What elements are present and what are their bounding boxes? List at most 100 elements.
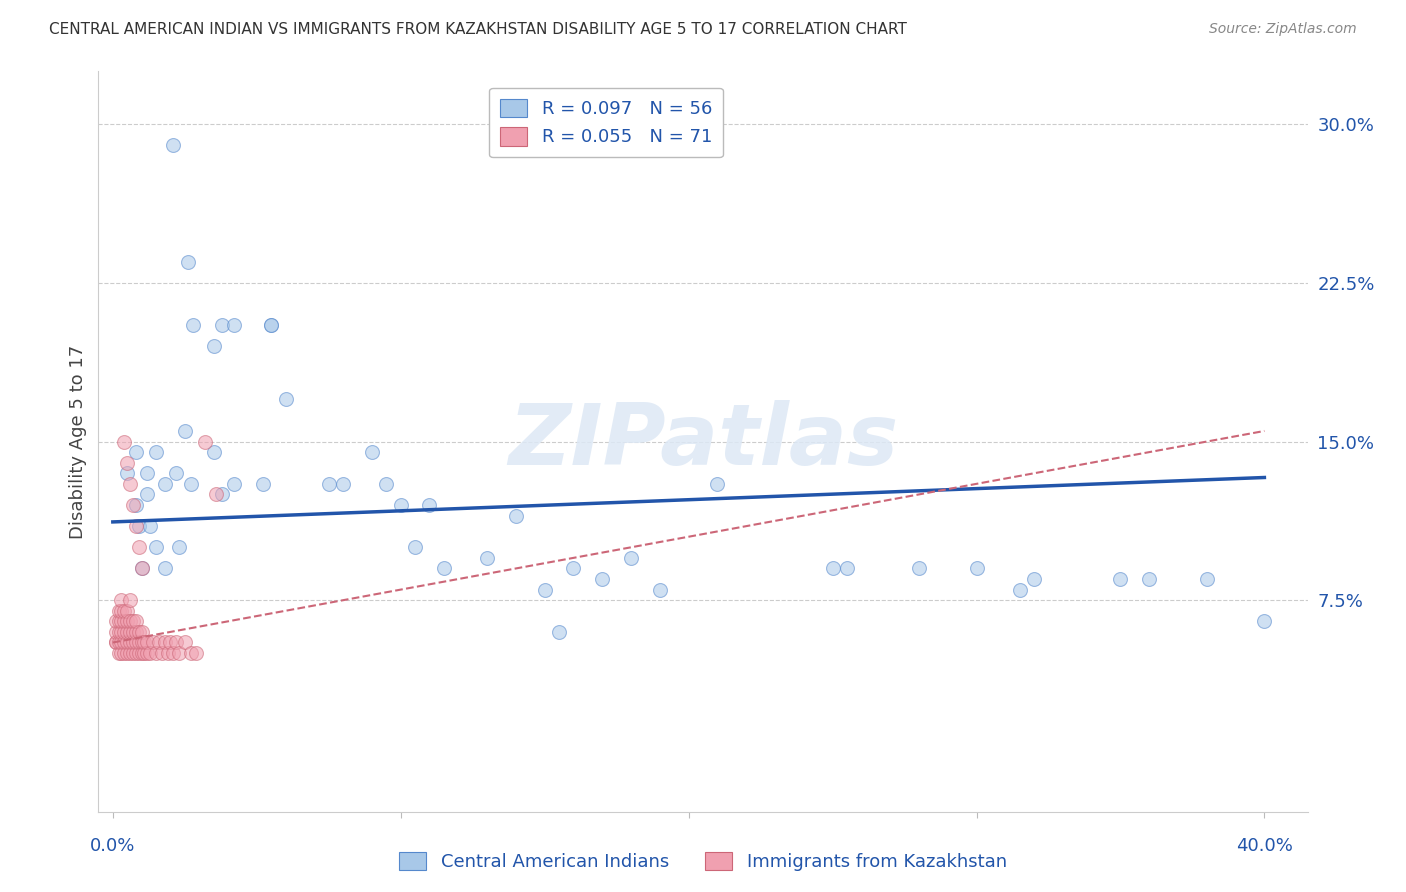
Point <box>136 635 159 649</box>
Point <box>125 615 148 629</box>
Point <box>1195 572 1218 586</box>
Point <box>125 646 148 660</box>
Point <box>128 646 150 660</box>
Point <box>122 498 145 512</box>
Text: CENTRAL AMERICAN INDIAN VS IMMIGRANTS FROM KAZAKHSTAN DISABILITY AGE 5 TO 17 COR: CENTRAL AMERICAN INDIAN VS IMMIGRANTS FR… <box>49 22 907 37</box>
Point <box>125 445 148 459</box>
Point <box>211 487 233 501</box>
Point <box>562 561 585 575</box>
Point <box>162 138 184 153</box>
Point <box>1022 572 1045 586</box>
Point <box>107 646 129 660</box>
Point <box>122 624 145 639</box>
Point <box>107 604 129 618</box>
Point <box>591 572 613 586</box>
Point <box>183 318 205 333</box>
Point <box>107 624 129 639</box>
Point <box>112 604 135 618</box>
Point <box>120 615 142 629</box>
Point <box>153 561 176 575</box>
Point <box>548 624 571 639</box>
Point <box>176 254 198 268</box>
Point <box>136 487 159 501</box>
Y-axis label: Disability Age 5 to 17: Disability Age 5 to 17 <box>69 344 87 539</box>
Point <box>211 318 233 333</box>
Point <box>274 392 297 407</box>
Point <box>180 646 202 660</box>
Point <box>148 635 170 649</box>
Point <box>110 635 132 649</box>
Point <box>104 624 127 639</box>
Point <box>252 476 274 491</box>
Point <box>202 445 225 459</box>
Point <box>1109 572 1132 586</box>
Point <box>180 476 202 491</box>
Point <box>648 582 671 597</box>
Point <box>110 604 132 618</box>
Point <box>128 624 150 639</box>
Point <box>131 646 153 660</box>
Point <box>173 424 195 438</box>
Point <box>128 635 150 649</box>
Text: Source: ZipAtlas.com: Source: ZipAtlas.com <box>1209 22 1357 37</box>
Point <box>136 646 159 660</box>
Point <box>706 476 728 491</box>
Point <box>966 561 988 575</box>
Point <box>222 318 245 333</box>
Point <box>162 646 184 660</box>
Point <box>120 646 142 660</box>
Point <box>128 519 150 533</box>
Point <box>173 635 195 649</box>
Point <box>115 635 138 649</box>
Point <box>475 550 498 565</box>
Point <box>620 550 643 565</box>
Point <box>533 582 555 597</box>
Point <box>1253 615 1275 629</box>
Point <box>139 646 162 660</box>
Point <box>908 561 931 575</box>
Point <box>115 615 138 629</box>
Point <box>418 498 440 512</box>
Point <box>260 318 283 333</box>
Point <box>375 476 398 491</box>
Point <box>260 318 283 333</box>
Point <box>112 434 135 449</box>
Point <box>122 646 145 660</box>
Point <box>131 635 153 649</box>
Point <box>125 624 148 639</box>
Point <box>145 541 167 555</box>
Point <box>104 615 127 629</box>
Point <box>205 487 228 501</box>
Point <box>107 635 129 649</box>
Point <box>361 445 384 459</box>
Point <box>115 456 138 470</box>
Point <box>107 615 129 629</box>
Point <box>165 635 187 649</box>
Point <box>433 561 456 575</box>
Point <box>110 615 132 629</box>
Point <box>128 541 150 555</box>
Legend: R = 0.097   N = 56, R = 0.055   N = 71: R = 0.097 N = 56, R = 0.055 N = 71 <box>489 87 723 157</box>
Point <box>165 467 187 481</box>
Point <box>1137 572 1160 586</box>
Point <box>150 646 173 660</box>
Point <box>115 467 138 481</box>
Point <box>120 635 142 649</box>
Point <box>112 646 135 660</box>
Point <box>835 561 858 575</box>
Text: ZIPatlas: ZIPatlas <box>508 400 898 483</box>
Point <box>139 519 162 533</box>
Point <box>167 541 190 555</box>
Point <box>186 646 208 660</box>
Point <box>153 635 176 649</box>
Point <box>167 646 190 660</box>
Point <box>122 615 145 629</box>
Point <box>120 593 142 607</box>
Point <box>110 624 132 639</box>
Legend: Central American Indians, Immigrants from Kazakhstan: Central American Indians, Immigrants fro… <box>392 845 1014 879</box>
Point <box>112 635 135 649</box>
Point <box>112 615 135 629</box>
Point <box>131 624 153 639</box>
Point <box>122 635 145 649</box>
Point <box>120 624 142 639</box>
